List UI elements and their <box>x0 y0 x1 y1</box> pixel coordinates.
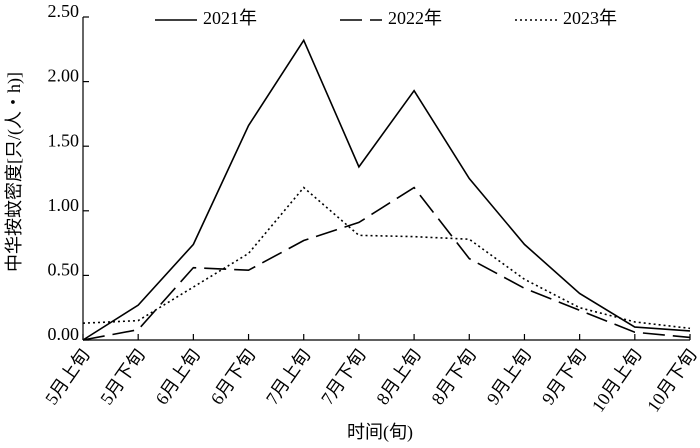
x-tick-label: 9月上旬 <box>483 345 536 408</box>
x-tick-label: 10月下旬 <box>643 345 700 415</box>
y-tick-label: 1.50 <box>48 130 80 150</box>
y-axis-label: 中华按蚊密度[只/(人・h)] <box>4 72 25 272</box>
x-axis-label: 时间(旬) <box>347 422 413 443</box>
x-tick-label: 6月下旬 <box>207 345 260 408</box>
y-tick-label: 0.50 <box>48 260 80 280</box>
x-tick-label: 8月下旬 <box>427 345 480 408</box>
x-tick-label: 7月下旬 <box>317 345 370 408</box>
legend-label: 2023年 <box>563 8 617 28</box>
y-tick-label: 2.00 <box>48 66 80 86</box>
legend-label: 2021年 <box>203 8 257 28</box>
x-tick-label: 5月上旬 <box>41 345 94 408</box>
legend-label: 2022年 <box>388 8 442 28</box>
y-tick-label: 2.50 <box>48 1 80 21</box>
y-tick-label: 0.00 <box>48 324 80 344</box>
x-tick-label: 7月上旬 <box>262 345 315 408</box>
series-line <box>82 186 691 330</box>
y-tick-label: 1.00 <box>48 195 80 215</box>
series-line <box>82 38 691 341</box>
x-tick-label: 10月上旬 <box>588 345 646 415</box>
x-tick-label: 9月下旬 <box>538 345 591 408</box>
series-line <box>82 186 691 341</box>
x-tick-label: 8月上旬 <box>372 345 425 408</box>
x-tick-label: 5月下旬 <box>96 345 149 408</box>
x-tick-label: 6月上旬 <box>152 345 205 408</box>
